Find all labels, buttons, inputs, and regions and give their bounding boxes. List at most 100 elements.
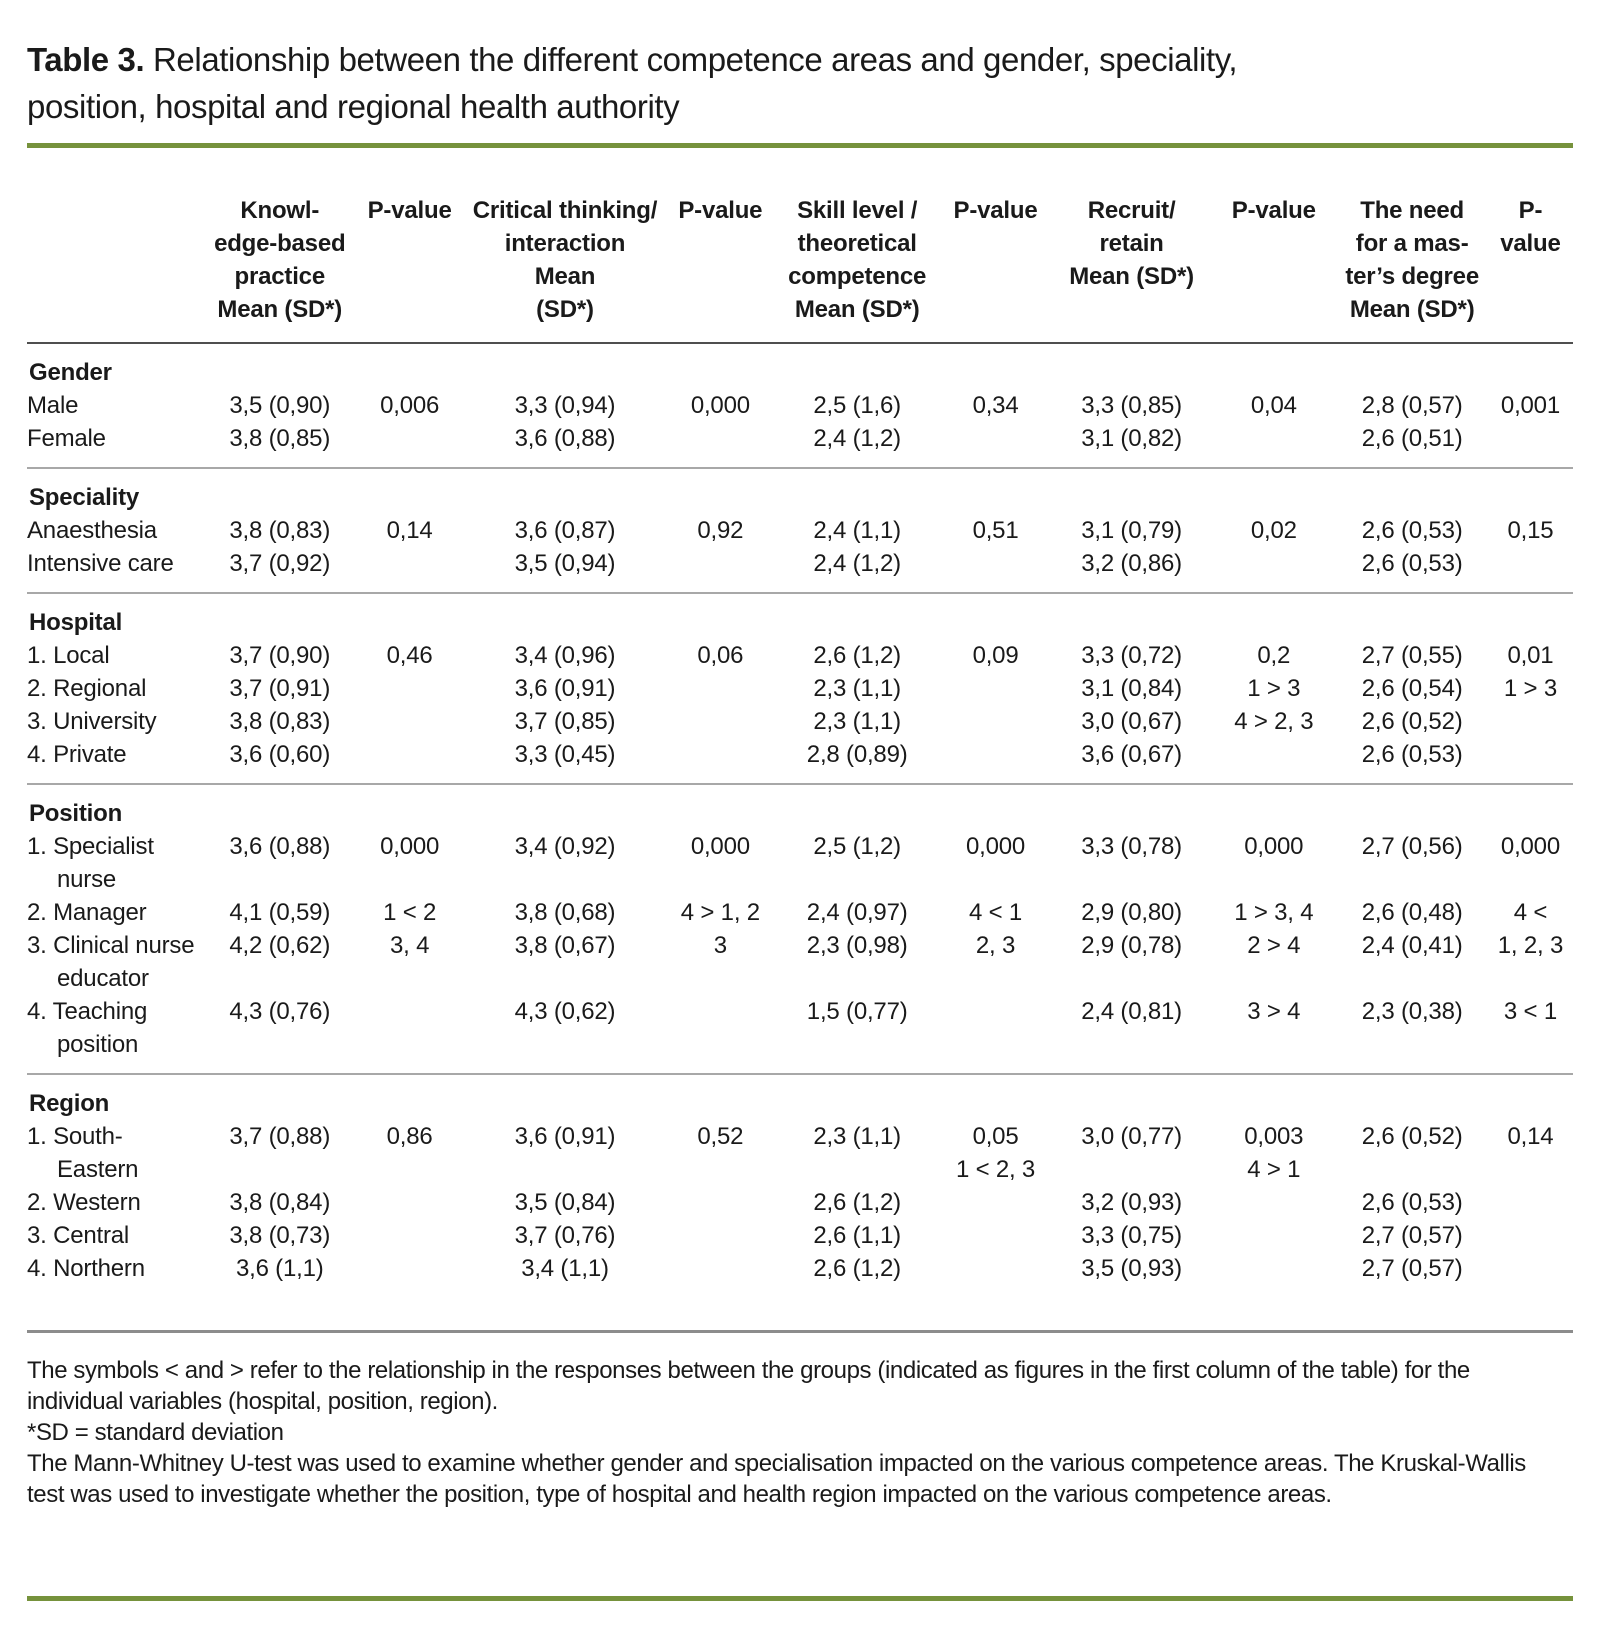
section-title-row: Gender: [27, 343, 1573, 389]
table-cell: 1 < 2: [383, 899, 437, 926]
table-cell: 3,1 (0,79): [1081, 517, 1182, 544]
table-cell: [665, 1186, 775, 1219]
table-cell: 0,51: [972, 517, 1019, 544]
table-cell: [355, 705, 465, 738]
table-cell: 3,4 (0,92): [514, 833, 616, 860]
table-cell: 0,14: [1507, 1123, 1554, 1150]
table-cell: [939, 422, 1052, 468]
section-title: Hospital: [27, 592, 1573, 639]
table-cell: [355, 547, 465, 593]
table-cell: 0,04: [1250, 392, 1297, 419]
table-row: 1. South- Eastern 3,7 (0,88) 0,86 3,6 (0,91…: [27, 1120, 1573, 1186]
table-cell: 3,3 (0,85): [1081, 392, 1182, 419]
table-section: Region 1. South- Eastern 3,7 (0,88) 0,86 3,6…: [27, 1073, 1573, 1332]
row-label: Male: [27, 392, 79, 419]
table-cell: 3,6 (0,60): [229, 741, 331, 768]
table-cell: 4,3 (0,62): [514, 998, 616, 1025]
table-cell: 3,6 (0,91): [514, 1123, 616, 1150]
table-cell: 2,9 (0,78): [1081, 932, 1182, 959]
table-cell: 2,8 (0,57): [1361, 392, 1463, 419]
table-cell: 3,3 (0,72): [1081, 642, 1182, 669]
table-cell: 2,6 (0,52): [1361, 708, 1463, 735]
table-cell: 2,4 (0,41): [1361, 932, 1463, 959]
table-cell: [355, 1219, 465, 1252]
table-cell: 2,7 (0,57): [1361, 1255, 1463, 1282]
table-cell: 1, 2, 3: [1497, 932, 1564, 959]
table-cell: [355, 1186, 465, 1219]
table-section: Position 1. Specialist nurse 3,6 (0,88) 0,0…: [27, 783, 1573, 1074]
table-cell: 2,6 (1,2): [813, 1255, 901, 1282]
table-cell: 0,2: [1257, 642, 1291, 669]
row-label: 1. Specialist nurse: [27, 833, 154, 893]
table-cell: 3,6 (0,67): [1081, 741, 1182, 768]
row-label: 4. Northern: [27, 1255, 145, 1282]
table-cell: [665, 705, 775, 738]
table-cell: 2,8 (0,89): [806, 741, 908, 768]
row-label: 4. Private: [27, 741, 127, 768]
competence-table: Knowl- edge-based practice Mean (SD*) P-v…: [27, 194, 1573, 1333]
table-cell: 2,6 (0,54): [1361, 675, 1463, 702]
row-label: Female: [27, 425, 106, 452]
table-cell: 2,3 (1,1): [813, 675, 901, 702]
column-header: P-value: [939, 194, 1052, 344]
table-cell: 3, 4: [390, 932, 430, 959]
table-cell: [939, 672, 1052, 705]
table-cell: 2 > 4: [1247, 932, 1301, 959]
table-cell: [1211, 1252, 1336, 1332]
table-row: Female 3,8 (0,85) 3,6 (0,88) 2,4 (1,2) 3,1 (…: [27, 422, 1573, 468]
table-cell: 3,7 (0,91): [229, 675, 331, 702]
table-cell: 3,8 (0,83): [229, 517, 331, 544]
table-cell: 3,6 (0,88): [229, 833, 331, 860]
top-divider-rule: [27, 143, 1573, 148]
table-cell: 2,7 (0,55): [1361, 642, 1463, 669]
table-cell: 3,6 (0,87): [514, 517, 616, 544]
table-cell: 0,000: [1500, 833, 1560, 860]
table-cell: 3,4 (1,1): [521, 1255, 609, 1282]
table-cell: [665, 995, 775, 1074]
footnote-tests: The Mann-Whitney U-test was used to exam…: [27, 1450, 1526, 1508]
row-label: 1. Local: [27, 642, 110, 669]
table-cell: 0,000: [1244, 833, 1304, 860]
table-cell: 3,7 (0,90): [229, 642, 331, 669]
table-footnotes: The symbols < and > refer to the relatio…: [27, 1355, 1547, 1510]
row-label: 3. Central: [27, 1222, 130, 1249]
table-number-label: Table 3.: [27, 41, 145, 78]
section-title-row: Hospital: [27, 592, 1573, 639]
table-cell: 2,3 (1,1): [813, 708, 901, 735]
table-cell: [1211, 738, 1336, 784]
table-title-text: Relationship between the different compe…: [27, 41, 1238, 125]
table-cell: [1488, 738, 1573, 784]
table-cell: 3,7 (0,85): [514, 708, 616, 735]
column-header: The need for a mas- ter’s degree Mean (S…: [1336, 194, 1488, 344]
table-row: 3. Clinical nurse educator 4,2 (0,62) 3, 4…: [27, 929, 1573, 995]
section-title: Region: [27, 1073, 1573, 1120]
table-cell: 3: [713, 932, 727, 959]
row-label: 1. South- Eastern: [27, 1123, 139, 1183]
table-cell: 2,6 (0,53): [1361, 741, 1463, 768]
table-cell: 0,06: [697, 642, 744, 669]
table-cell: 0,003 4 > 1: [1244, 1123, 1304, 1183]
table-cell: [665, 672, 775, 705]
table-cell: 2,4 (0,81): [1081, 998, 1182, 1025]
column-header: Recruit/ retain Mean (SD*): [1051, 194, 1212, 344]
table-header: Knowl- edge-based practice Mean (SD*) P-v…: [27, 194, 1573, 344]
table-cell: 3,0 (0,67): [1081, 708, 1182, 735]
table-cell: 3,8 (0,68): [514, 899, 616, 926]
table-row: Anaesthesia 3,8 (0,83) 0,14 3,6 (0,87) 0,92 2…: [27, 514, 1573, 547]
table-cell: 3,0 (0,77): [1081, 1123, 1182, 1150]
table-cell: 0,34: [972, 392, 1019, 419]
table-cell: 3,3 (0,94): [514, 392, 616, 419]
table-cell: [939, 995, 1052, 1074]
table-cell: 2,9 (0,80): [1081, 899, 1182, 926]
table-cell: [939, 1186, 1052, 1219]
table-cell: 2,7 (0,57): [1361, 1222, 1463, 1249]
section-title-row: Speciality: [27, 467, 1573, 514]
table-cell: 0,15: [1507, 517, 1554, 544]
section-title: Position: [27, 783, 1573, 830]
table-cell: 2,6 (1,2): [813, 642, 901, 669]
table-cell: 2,6 (0,53): [1361, 550, 1463, 577]
table-cell: 0,01: [1507, 642, 1554, 669]
table-cell: [939, 738, 1052, 784]
table-cell: 2,5 (1,6): [813, 392, 901, 419]
table-cell: 3,7 (0,88): [229, 1123, 331, 1150]
